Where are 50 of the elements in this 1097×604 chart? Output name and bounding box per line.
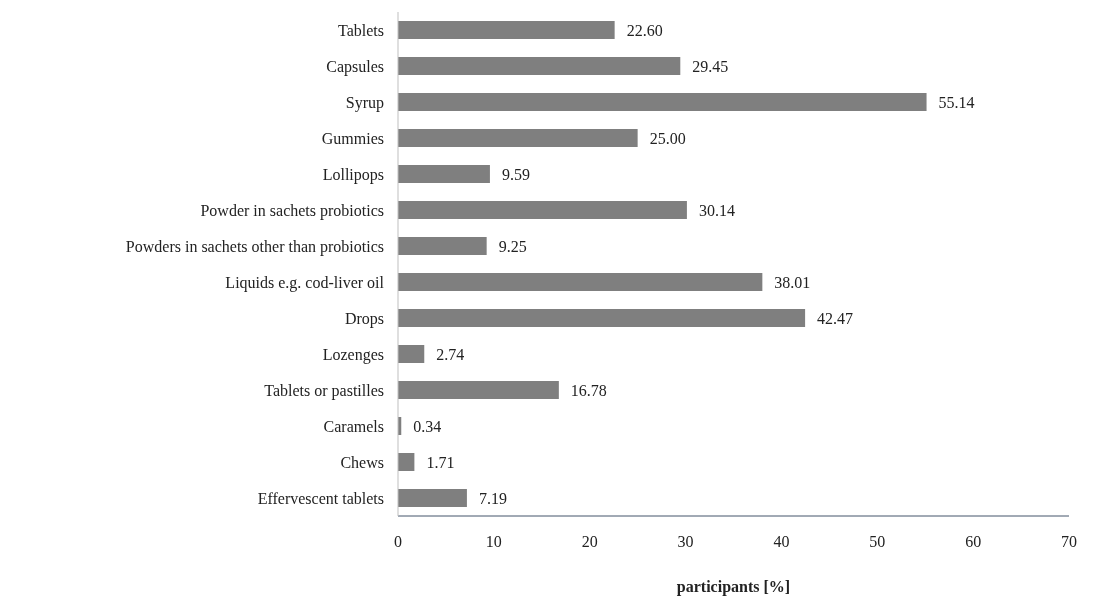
bar: [398, 309, 806, 327]
bar: [398, 201, 687, 219]
y-tick-label: Syrup: [345, 93, 384, 112]
x-tick-label: 50: [869, 533, 886, 551]
x-tick-label: 70: [1061, 533, 1077, 551]
y-tick-label: Chews: [340, 453, 384, 471]
bar: [398, 489, 467, 507]
x-tick-label: 10: [485, 533, 502, 551]
x-tick-label: 40: [773, 533, 790, 551]
bar: [398, 237, 487, 255]
y-tick-label: Drops: [344, 309, 384, 328]
y-tick-label: Lollipops: [322, 165, 384, 184]
bar: [398, 165, 490, 183]
data-label: 30.14: [698, 201, 735, 219]
bar: [398, 21, 615, 39]
data-label: 38.01: [774, 273, 811, 291]
data-label: 9.59: [501, 165, 530, 183]
y-tick-label: Effervescent tablets: [257, 489, 384, 507]
y-tick-label: Tablets or pastilles: [264, 381, 384, 400]
x-tick-label: 30: [677, 533, 694, 551]
data-label: 25.00: [649, 129, 686, 147]
bar: [398, 453, 415, 471]
y-tick-label: Liquids e.g. cod-liver oil: [225, 273, 385, 292]
bar: [398, 381, 559, 399]
data-label: 2.74: [436, 345, 465, 363]
data-label: 22.60: [626, 21, 663, 39]
x-tick-label: 60: [965, 533, 982, 551]
y-tick-label: Powder in sachets probiotics: [200, 201, 384, 220]
bar: [398, 93, 927, 111]
data-label: 0.34: [413, 417, 442, 435]
y-tick-label: Lozenges: [322, 345, 384, 364]
bar: [398, 273, 763, 291]
x-tick-label: 0: [394, 533, 402, 551]
x-tick-label: 20: [581, 533, 598, 551]
y-tick-label: Gummies: [321, 129, 384, 147]
data-label: 55.14: [938, 93, 975, 111]
data-label: 7.19: [478, 489, 507, 507]
data-label: 9.25: [498, 237, 527, 255]
x-axis-title: participants [%]: [676, 578, 791, 596]
bar: [398, 345, 425, 363]
y-tick-label: Powders in sachets other than probiotics: [125, 237, 384, 256]
y-tick-label: Tablets: [338, 21, 384, 39]
bar: [398, 129, 638, 147]
y-tick-label: Capsules: [326, 57, 384, 76]
data-label: 42.47: [817, 309, 854, 327]
data-label: 1.71: [426, 453, 455, 471]
y-tick-label: Caramels: [323, 417, 384, 435]
bar: [398, 57, 681, 75]
data-label: 16.78: [570, 381, 607, 399]
data-label: 29.45: [692, 57, 729, 75]
